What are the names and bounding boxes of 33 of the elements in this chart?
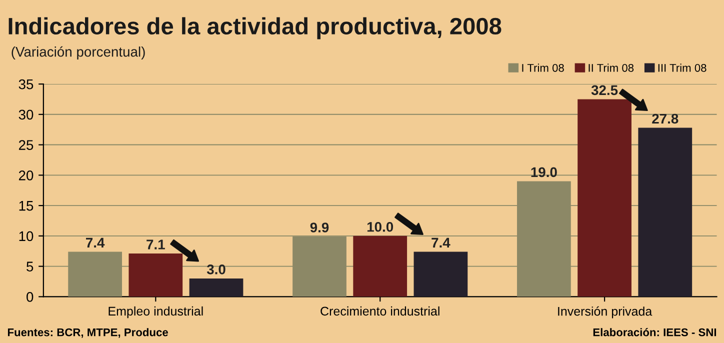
x-tick-label: Inversión privada	[558, 306, 652, 318]
y-tick-label: 0	[26, 292, 34, 302]
chart-title: Indicadores de la actividad productiva, 2008	[8, 17, 502, 40]
data-label: 19.0	[531, 167, 557, 178]
bar	[128, 254, 183, 297]
legend-label: III Trim 08	[658, 64, 706, 72]
bar	[414, 252, 468, 297]
chart-subtitle: (Variación porcentual)	[12, 46, 145, 60]
text: Elaboración: IEES - SNI	[593, 328, 716, 336]
bar	[638, 128, 692, 297]
data-label: 27.8	[652, 114, 678, 124]
legend-label: II Trim 08	[588, 64, 634, 72]
y-tick-label: 25	[18, 140, 34, 150]
x-tick-label: Crecimiento industrial	[320, 306, 440, 316]
y-tick-label: 5	[26, 262, 34, 272]
legend-label: I Trim 08	[522, 64, 564, 72]
y-tick-label: 35	[18, 79, 34, 90]
data-label: 7.4	[432, 238, 450, 248]
bar	[353, 236, 408, 297]
data-label: 9.9	[310, 222, 329, 232]
data-label: 3.0	[206, 264, 226, 274]
y-tick-label: 10	[19, 231, 34, 242]
y-tick-label: 20	[18, 170, 34, 180]
data-label: 7.1	[146, 240, 165, 250]
y-tick-label: 30	[18, 110, 34, 120]
source-note: Fuentes: BCR, MTPE, Produce	[8, 328, 168, 338]
y-tick-label: 15	[19, 201, 34, 211]
data-label: 7.4	[86, 238, 105, 248]
bar	[189, 278, 244, 297]
data-label: 10.0	[367, 222, 394, 232]
bar	[578, 99, 632, 297]
x-tick-label: Empleo industrial	[108, 306, 203, 318]
data-label: 32.5	[591, 85, 618, 96]
